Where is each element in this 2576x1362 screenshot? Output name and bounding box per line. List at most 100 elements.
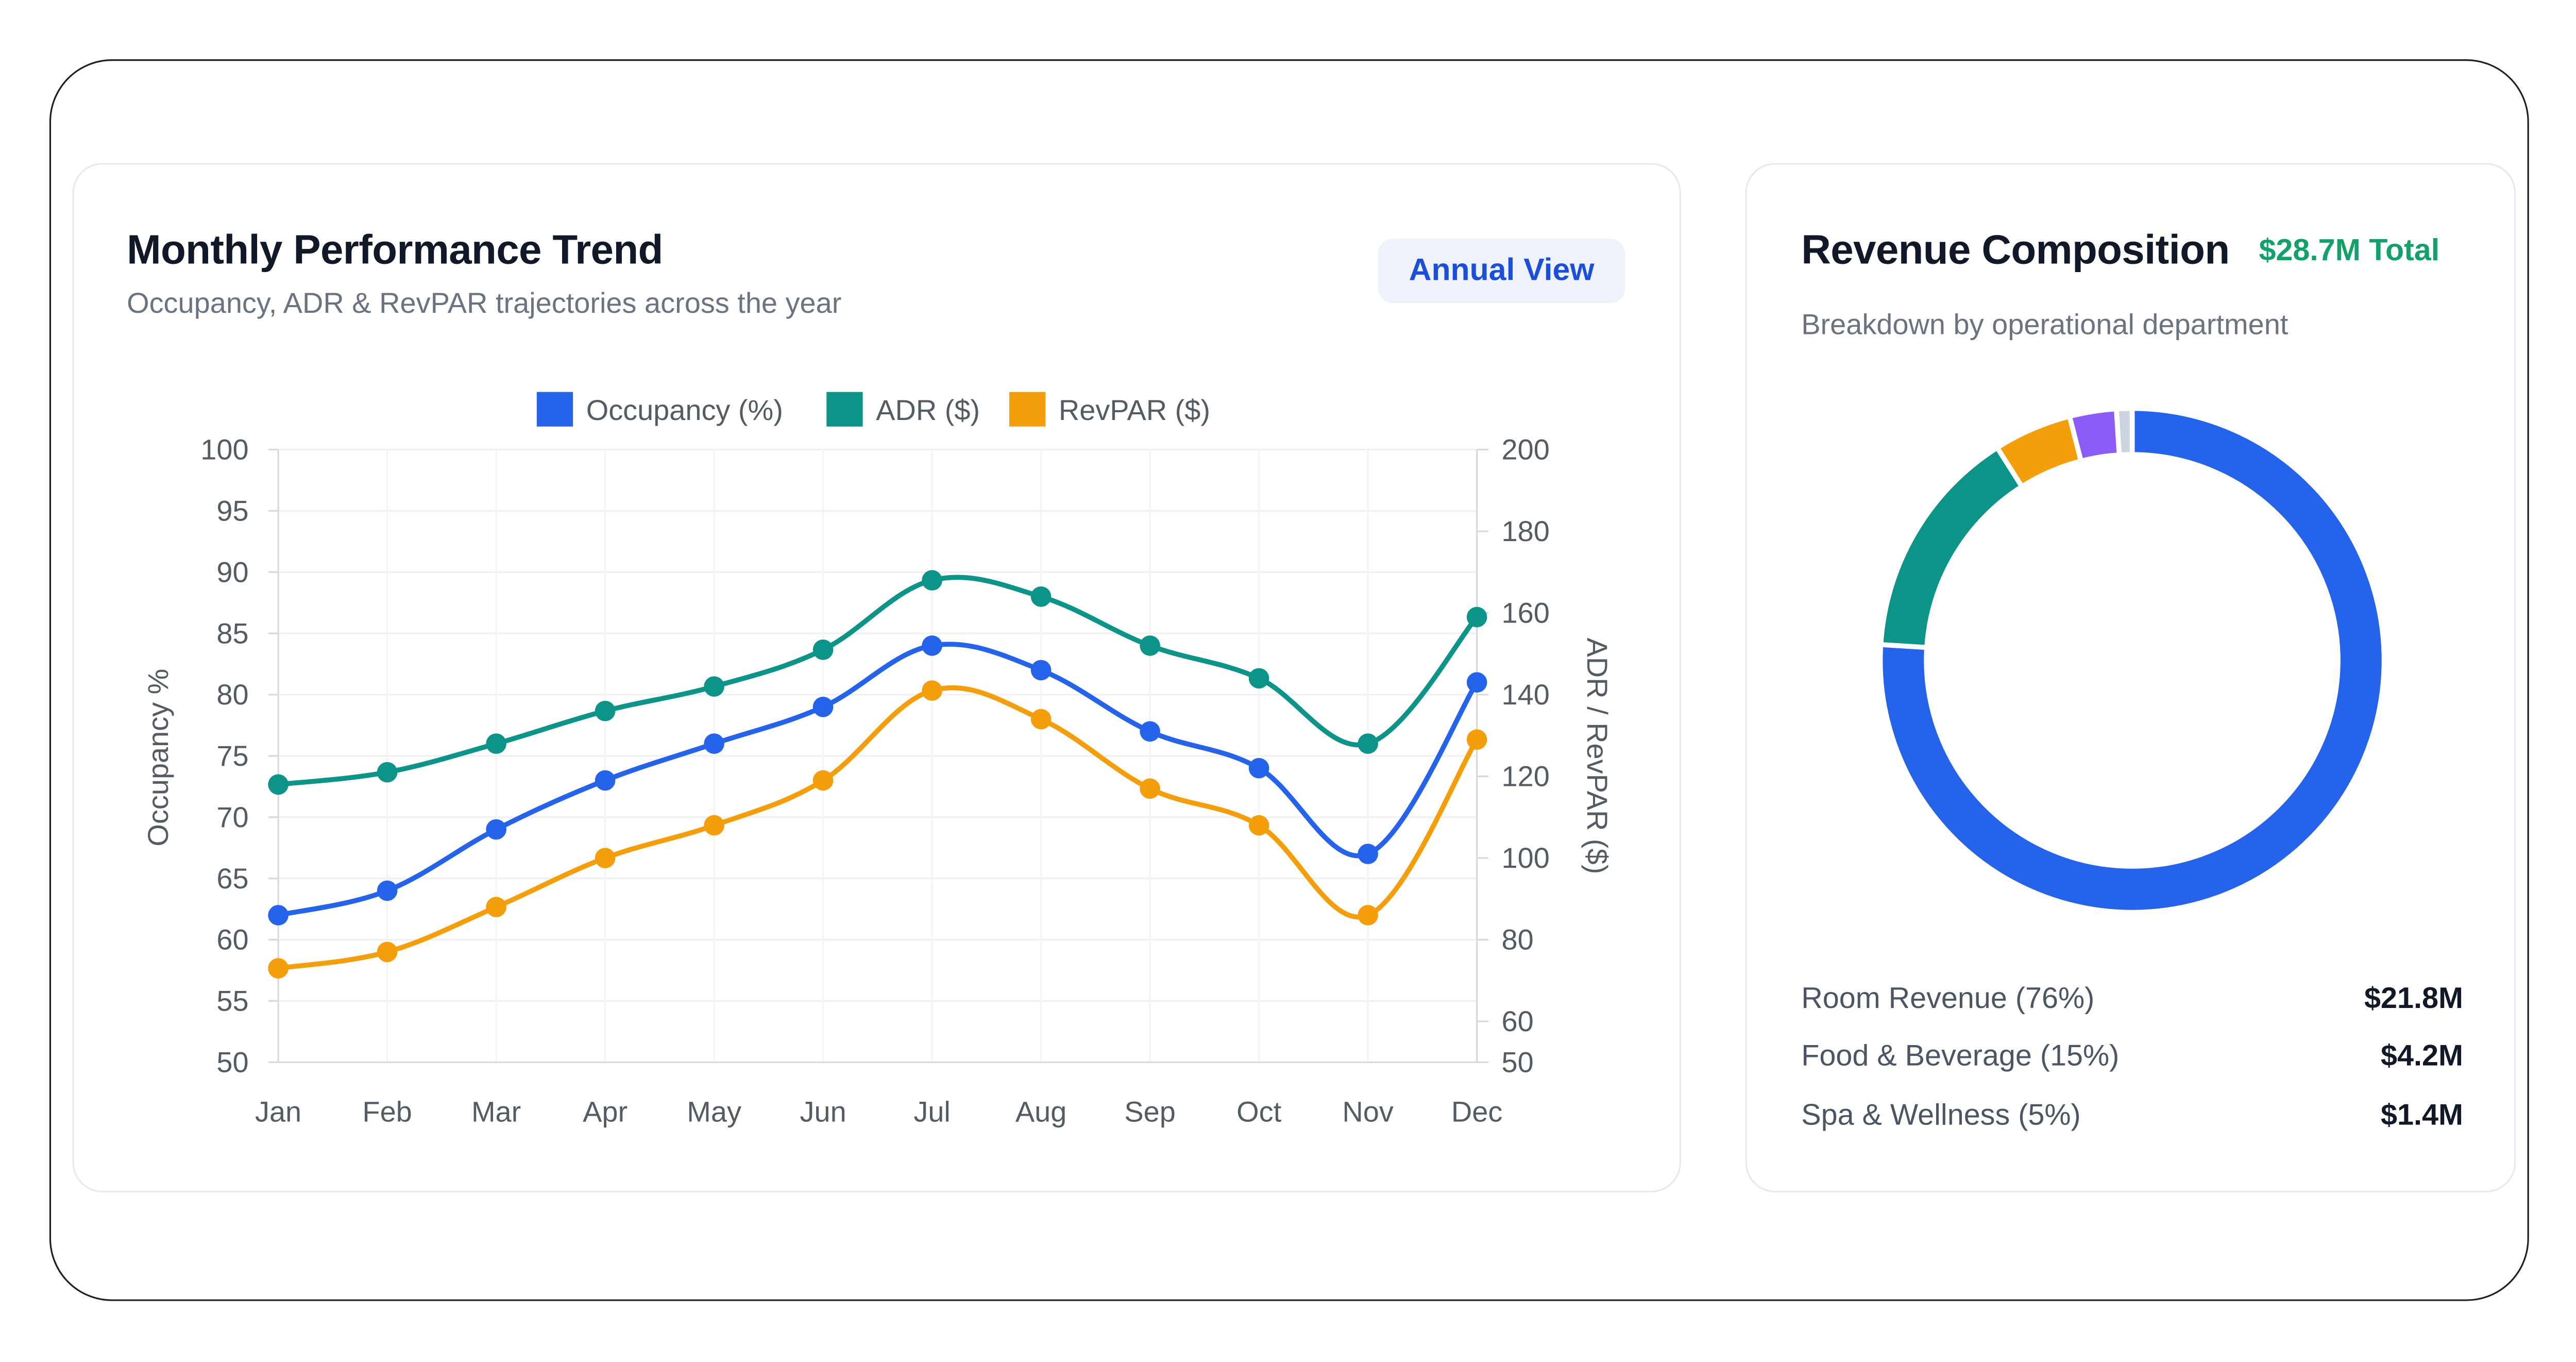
data-point-revpar [704,815,724,836]
x-tick-label: Sep [1124,1095,1175,1128]
breakdown-label: Room Revenue (76%) [1801,981,2095,1015]
donut-slice-1 [1878,444,2026,650]
x-tick-label: Feb [362,1095,412,1128]
breakdown-label: Food & Beverage (15%) [1801,1039,2120,1072]
y2-tick-label: 80 [1502,923,1534,956]
x-tick-label: Jun [800,1095,846,1128]
data-point-revpar [268,958,289,979]
breakdown-row-room: Room Revenue (76%) $21.8M [1801,982,2463,1024]
data-point-adr [812,639,834,660]
donut-slice-4 [2113,406,2135,458]
data-point-adr [704,676,724,697]
trend-card [72,163,1681,1192]
y-tick-label: 80 [216,678,248,711]
series-line-occupancy [278,642,1479,918]
x-tick-label: May [687,1095,741,1128]
y2-tick-label: 50 [1502,1046,1534,1078]
y2-tick-label: 120 [1502,760,1550,793]
y-tick-label: 90 [216,556,248,588]
donut-slice-3 [2066,406,2122,464]
annual-view-button[interactable]: Annual View [1378,239,1625,304]
x-tick-label: Aug [1015,1095,1066,1128]
data-point-adr [268,774,289,795]
data-point-occupancy [922,635,942,656]
y-tick-label: 100 [200,433,248,466]
legend-label-revpar: RevPAR ($) [1059,394,1210,426]
trend-card-title: Monthly Performance Trend [127,227,663,274]
data-point-revpar [1248,815,1269,836]
y-tick-label: 85 [216,617,248,649]
series-line-adr [278,575,1479,787]
x-tick-label: Oct [1236,1095,1281,1128]
breakdown-label: Spa & Wellness (5%) [1801,1098,2081,1132]
y-tick-label: 65 [216,862,248,895]
data-point-occupancy [486,819,506,840]
data-point-occupancy [1030,660,1052,681]
x-tick-label: Jul [913,1095,950,1128]
data-point-revpar [1030,709,1052,730]
data-point-revpar [1358,905,1378,926]
y-tick-label: 50 [216,1046,248,1078]
y-axis-title: Occupancy % [142,669,174,847]
legend-swatch-occupancy [536,392,573,427]
legend-label-occupancy: Occupancy (%) [586,394,783,426]
data-point-revpar [812,770,834,791]
data-point-adr [1030,586,1052,607]
y-tick-label: 60 [216,923,248,956]
data-point-occupancy [377,880,398,901]
revenue-card-subtitle: Breakdown by operational department [1801,308,2289,341]
y-tick-label: 75 [216,739,248,772]
y2-tick-label: 60 [1502,1005,1534,1037]
revenue-card [1745,163,2516,1192]
legend-swatch-revpar [1009,392,1046,427]
legend-label-adr: ADR ($) [876,394,980,426]
data-point-adr [1248,668,1269,689]
y2-tick-label: 180 [1502,515,1550,547]
data-point-occupancy [1140,721,1160,742]
x-tick-label: Nov [1342,1095,1393,1128]
data-point-revpar [1140,778,1160,799]
y2-tick-label: 160 [1502,597,1550,629]
y-tick-label: 70 [216,801,248,833]
breakdown-row-fnb: Food & Beverage (15%) $4.2M [1801,1039,2463,1082]
breakdown-value: $21.8M [2364,981,2463,1015]
y-tick-label: 55 [216,985,248,1017]
revenue-total: $28.7M Total [2259,232,2440,267]
x-tick-label: Apr [583,1095,628,1128]
y2-tick-label: 200 [1502,433,1550,466]
data-point-adr [1140,635,1160,656]
data-point-revpar [922,680,942,701]
data-point-occupancy [704,733,724,754]
breakdown-value: $4.2M [2381,1039,2463,1072]
data-point-adr [486,733,506,754]
data-point-adr [595,700,616,721]
trend-card-subtitle: Occupancy, ADR & RevPAR trajectories acr… [127,287,842,320]
data-point-revpar [1466,729,1487,750]
breakdown-value: $1.4M [2381,1098,2463,1132]
breakdown-row-spa: Spa & Wellness (5%) $1.4M [1801,1099,2463,1141]
data-point-occupancy [812,696,834,717]
data-point-occupancy [1466,672,1487,693]
data-point-adr [1466,607,1487,628]
data-point-revpar [595,848,616,868]
legend-swatch-adr [826,392,863,427]
y-tick-label: 95 [216,495,248,527]
x-tick-label: Jan [255,1095,301,1128]
data-point-adr [1358,733,1378,754]
data-point-adr [922,570,942,591]
y2-tick-label: 140 [1502,678,1550,711]
y2-axis-title: ADR / RevPAR ($) [1581,638,1614,875]
data-point-revpar [486,897,506,917]
x-tick-label: Mar [471,1095,521,1128]
x-tick-label: Dec [1451,1095,1502,1128]
data-point-occupancy [1358,844,1378,864]
revenue-card-title: Revenue Composition [1801,227,2230,274]
data-point-revpar [377,941,398,963]
y2-tick-label: 100 [1502,842,1550,874]
data-point-occupancy [268,905,289,926]
series-line-revpar [278,685,1479,971]
donut-slice-0 [1877,406,2387,915]
data-point-adr [377,762,398,783]
